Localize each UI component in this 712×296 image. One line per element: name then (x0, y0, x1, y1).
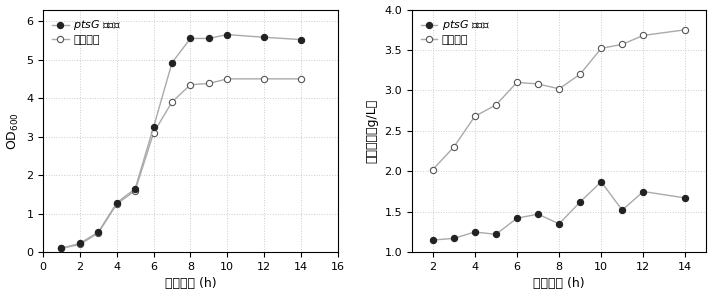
Y-axis label: 乙酸浓度（g/L）: 乙酸浓度（g/L） (366, 99, 379, 163)
X-axis label: 培养时间 (h): 培养时间 (h) (533, 277, 585, 290)
Legend: $\mathit{ptsG}$ 敲除菌, 未敲除菌: $\mathit{ptsG}$ 敲除菌, 未敲除菌 (48, 15, 125, 48)
X-axis label: 培养时间 (h): 培养时间 (h) (164, 277, 216, 290)
Y-axis label: OD$_{600}$: OD$_{600}$ (6, 112, 21, 150)
Legend: $\mathit{ptsG}$ 敲除菌, 未敲除菌: $\mathit{ptsG}$ 敲除菌, 未敲除菌 (417, 15, 493, 48)
